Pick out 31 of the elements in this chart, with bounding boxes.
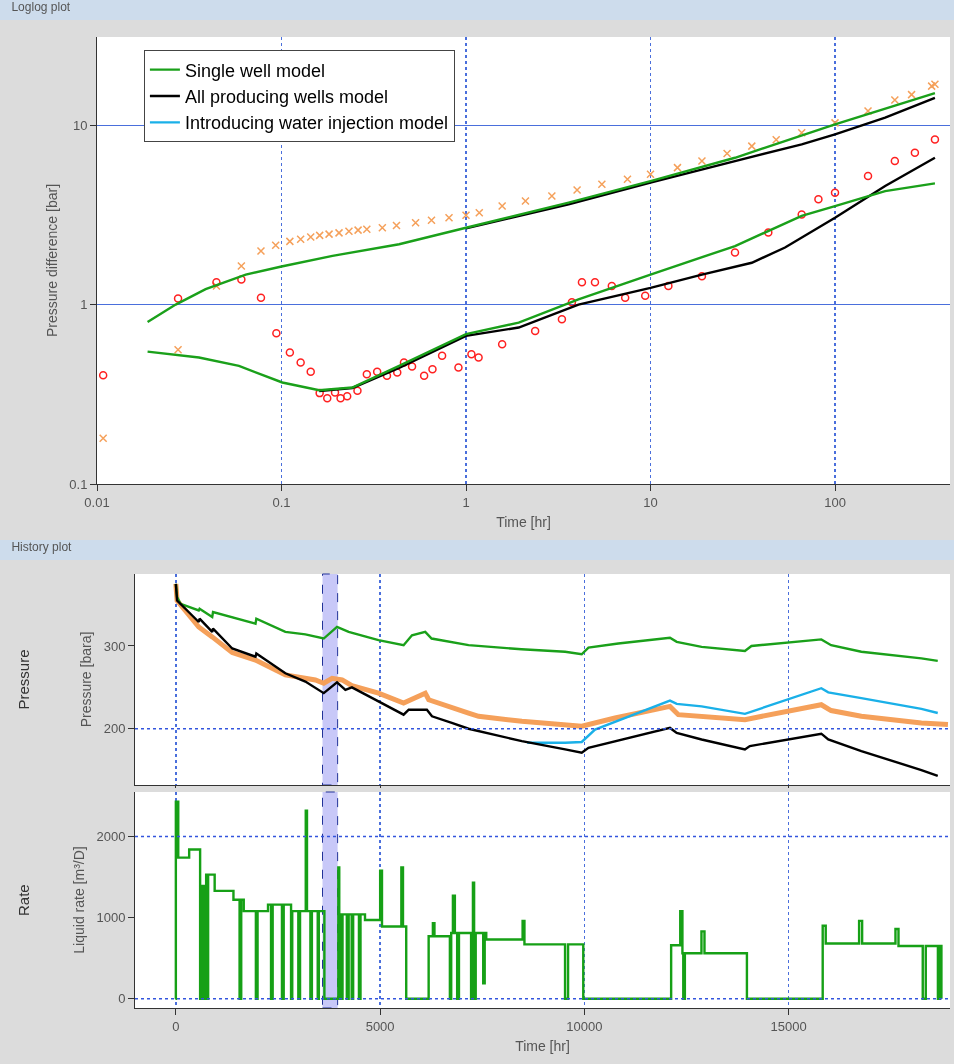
y-tick-label: 1000: [96, 910, 126, 926]
line-series: [174, 582, 939, 778]
y-tick-label: 0.1: [69, 476, 88, 492]
text: Rate: [15, 884, 32, 916]
y-tick-label: 0: [118, 991, 126, 1007]
x-tick-label: 0: [172, 1018, 180, 1034]
y-tick-label: 300: [103, 638, 126, 654]
line-series: [525, 686, 939, 744]
x-axis-title: Time [hr]: [496, 513, 551, 530]
x-tick-label: 0.01: [84, 494, 110, 510]
x-tick-label: 10000: [566, 1018, 603, 1034]
legend-label: All producing wells model: [184, 87, 389, 108]
text: Pressure: [14, 649, 32, 710]
y-axis-title: Liquid rate [m³/D]: [71, 846, 88, 954]
chart-title: Loglog plot: [11, 0, 71, 15]
x-tick-label: 0.1: [272, 494, 291, 510]
x-axis-title: Time [hr]: [515, 1037, 570, 1054]
y-tick-label: 10: [72, 117, 88, 133]
y-axis-title: Pressure [bara]: [78, 631, 95, 728]
x-tick-label: 5000: [365, 1018, 395, 1034]
y-tick-label: 200: [103, 721, 126, 737]
x-tick-label: 1: [462, 494, 470, 510]
x-tick-label: 100: [824, 494, 846, 510]
x-tick-label: 15000: [770, 1018, 807, 1034]
legend-label: Introducing water injection model: [184, 113, 449, 134]
x-tick-label: 10: [643, 494, 658, 510]
y-tick-label: 1: [80, 297, 88, 313]
legend-label: Single well model: [184, 60, 325, 81]
y-tick-label: 2000: [96, 829, 126, 845]
y-axis-title: Pressure difference [bar]: [43, 183, 60, 338]
chart-title: History plot: [11, 540, 73, 555]
